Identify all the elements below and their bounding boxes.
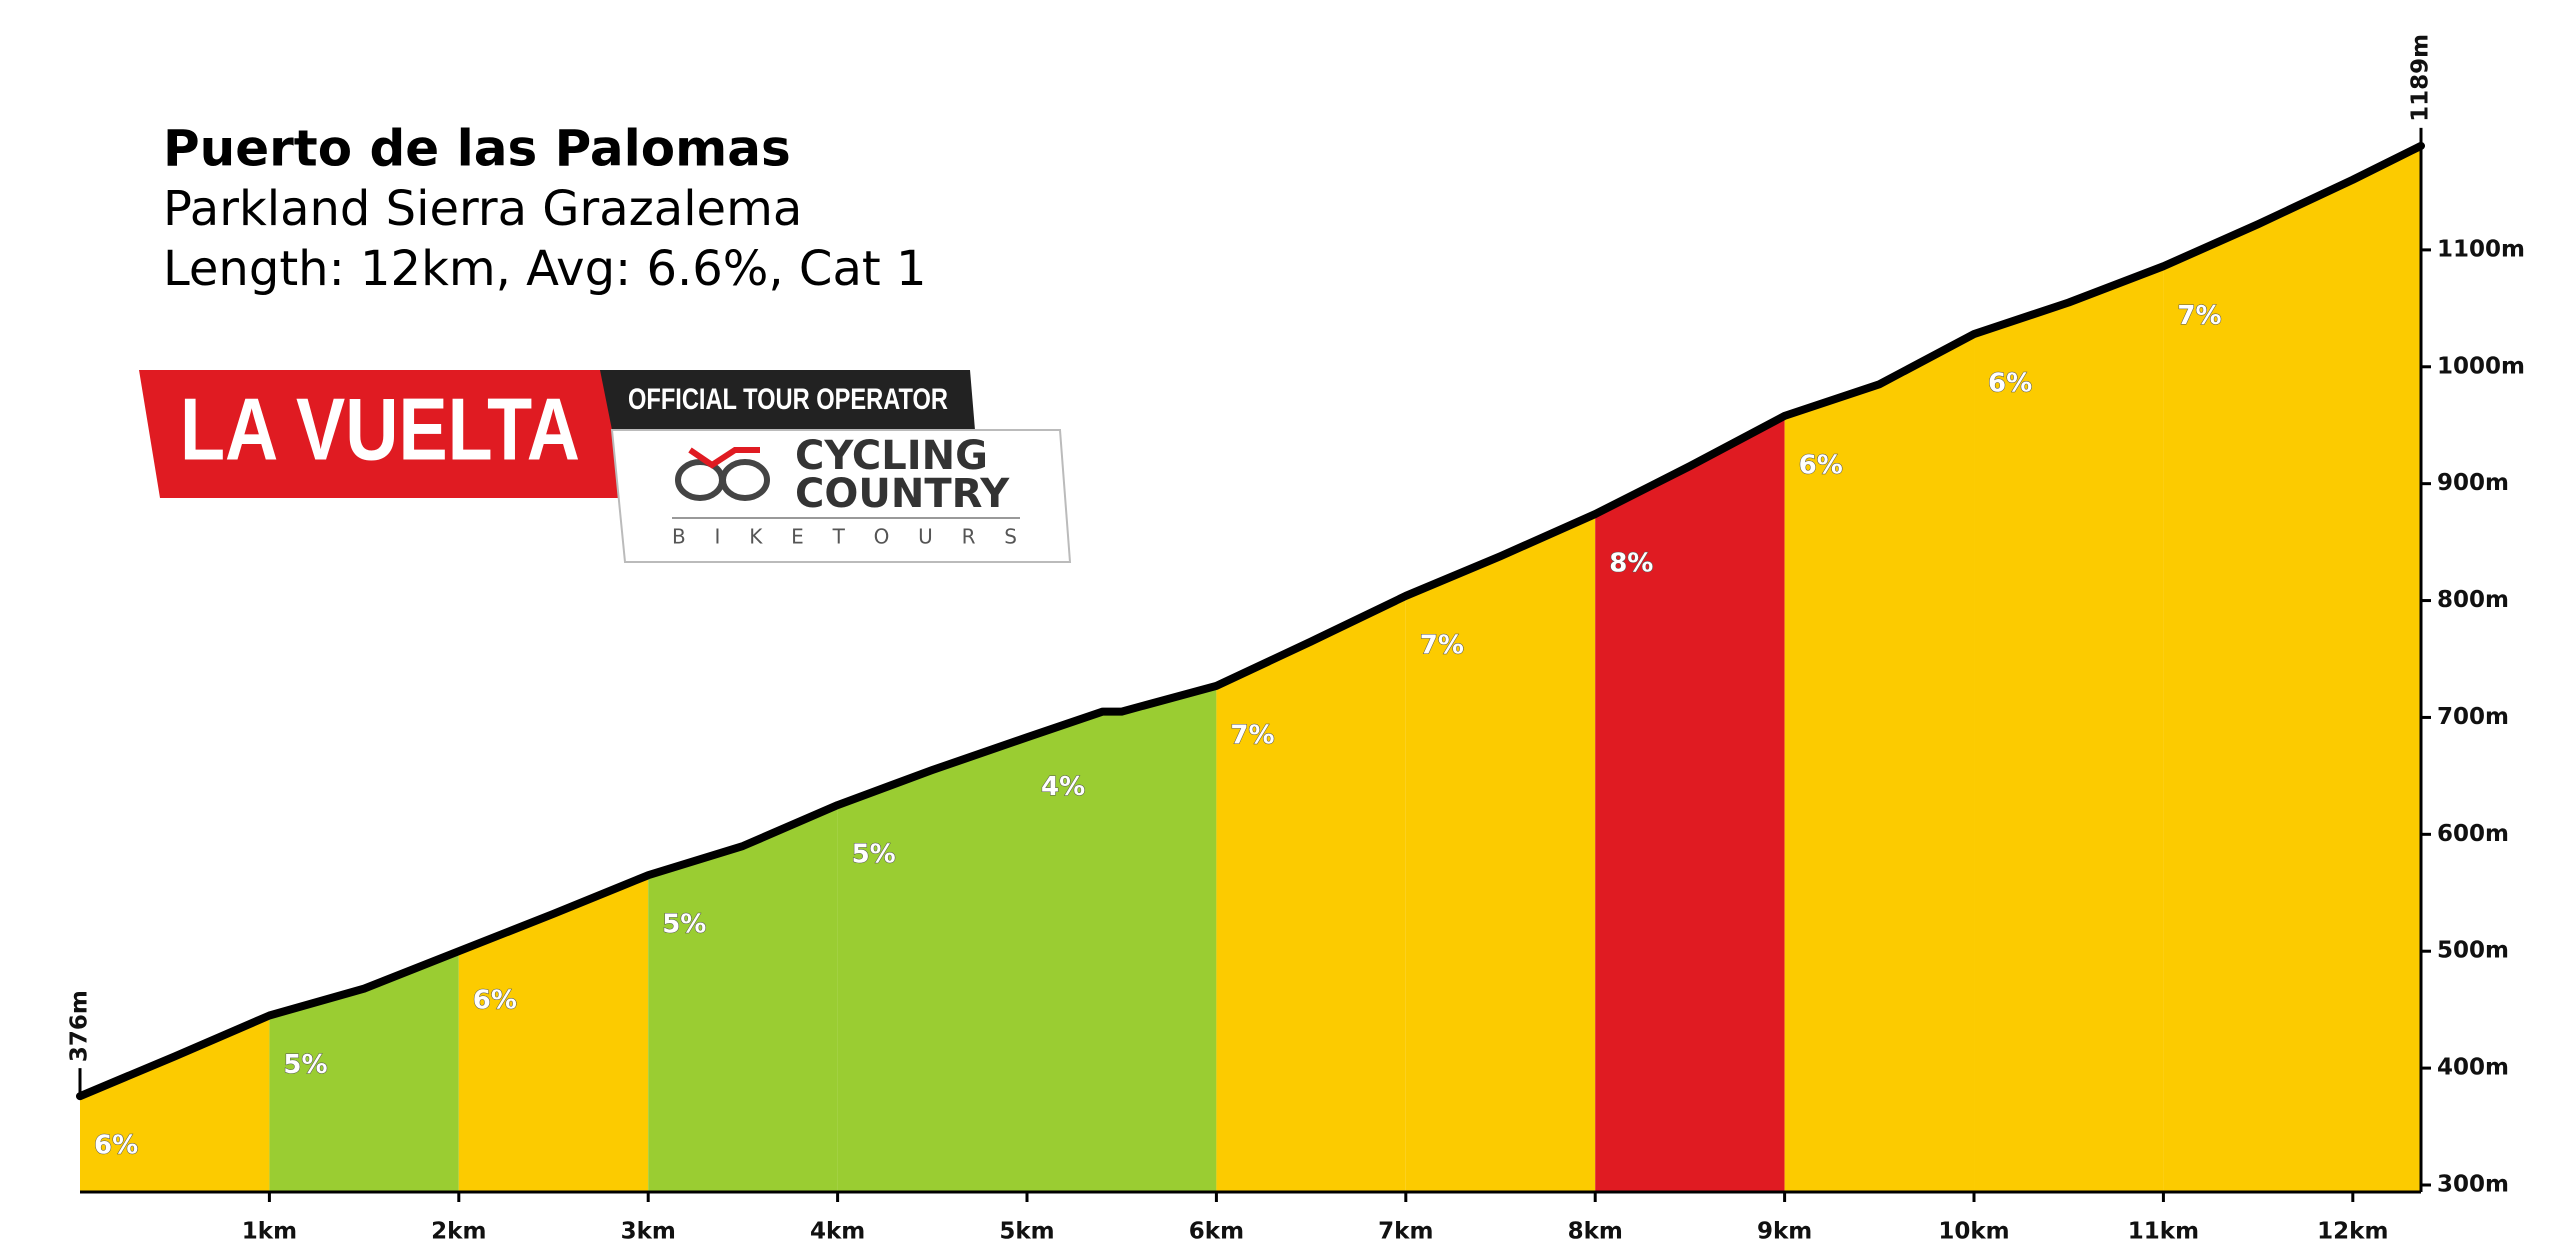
logo-brand: LA VUELTA: [180, 379, 580, 478]
x-tick-label: 2km: [431, 1219, 486, 1245]
y-tick-label: 500m: [2437, 938, 2509, 964]
end-label: 1189m: [2408, 34, 2434, 122]
x-tick-label: 1km: [242, 1219, 297, 1245]
x-tick-label: 4km: [810, 1219, 865, 1245]
x-tick-label: 10km: [1938, 1219, 2009, 1245]
y-tick-label: 400m: [2437, 1055, 2509, 1081]
logo-badge: OFFICIAL TOUR OPERATOR: [628, 383, 948, 416]
y-tick-label: 1000m: [2437, 353, 2525, 379]
logo-line2: COUNTRY: [795, 471, 1010, 517]
grade-label: 6%: [1799, 450, 1843, 480]
segment: [1974, 266, 2164, 1192]
x-tick-label: 6km: [1189, 1219, 1244, 1245]
segment: [1027, 685, 1217, 1192]
subtitle: Parkland Sierra Grazalema: [163, 181, 802, 237]
grade-label: 7%: [2177, 301, 2221, 331]
segment: [648, 805, 838, 1192]
chart-title: Puerto de las Palomas: [163, 120, 791, 178]
y-tick-label: 800m: [2437, 587, 2509, 613]
logo-box: [610, 429, 1072, 563]
logo-badge-bg: [600, 370, 975, 430]
grade-label: 5%: [852, 840, 896, 870]
y-tick-label: 600m: [2437, 821, 2509, 847]
logo-red: [139, 370, 625, 498]
segment: [1595, 415, 1785, 1192]
x-tick-label: 11km: [2128, 1219, 2199, 1245]
grade-label: 6%: [1988, 369, 2032, 399]
logo: LA VUELTA OFFICIAL TOUR OPERATOR CYCLING…: [139, 370, 1072, 563]
segment: [80, 1015, 270, 1192]
y-tick-label: 700m: [2437, 704, 2509, 730]
grade-label: 5%: [283, 1050, 327, 1080]
logo-icon: [675, 447, 770, 501]
segment: [1405, 514, 1596, 1192]
y-tick-label: 900m: [2437, 470, 2509, 496]
y-tick-label: 300m: [2437, 1171, 2509, 1197]
grade-label: 5%: [662, 910, 706, 940]
logo-line1: CYCLING: [795, 433, 988, 479]
segment: [458, 875, 649, 1192]
segment: [1216, 595, 1406, 1192]
x-tick-label: 8km: [1568, 1219, 1623, 1245]
segment: [2163, 145, 2421, 1192]
segment: [837, 737, 1028, 1192]
grade-label: 7%: [1420, 630, 1464, 660]
details: Length: 12km, Avg: 6.6%, Cat 1: [163, 241, 926, 297]
grade-label: 4%: [1041, 772, 1085, 802]
profile-line: [76, 141, 2425, 1101]
x-tick-label: 12km: [2317, 1219, 2388, 1245]
grade-label: 8%: [1609, 549, 1653, 579]
segment: [269, 951, 459, 1192]
x-tick-label: 7km: [1378, 1219, 1433, 1245]
start-label: 376m: [67, 990, 93, 1062]
grade-label: 6%: [94, 1131, 138, 1161]
x-tick-label: 5km: [999, 1219, 1054, 1245]
grade-label: 6%: [473, 986, 517, 1016]
grade-label: 7%: [1230, 720, 1274, 750]
x-tick-label: 9km: [1757, 1219, 1812, 1245]
segment: [1784, 334, 1975, 1192]
x-tick-label: 3km: [621, 1219, 676, 1245]
y-tick-label: 1100m: [2437, 236, 2525, 262]
